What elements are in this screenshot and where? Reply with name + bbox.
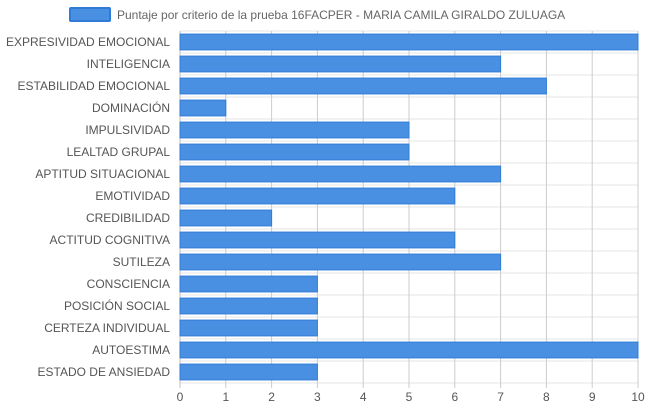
- bar[interactable]: [179, 121, 410, 139]
- bar[interactable]: [179, 341, 639, 359]
- category-label: INTELIGENCIA: [87, 57, 170, 71]
- bar[interactable]: [179, 33, 639, 51]
- bar[interactable]: [179, 77, 547, 95]
- x-tick-label: 9: [589, 390, 596, 404]
- grid-lines: [179, 30, 639, 388]
- bar[interactable]: [179, 231, 456, 249]
- x-tick-label: 8: [543, 390, 550, 404]
- category-label: IMPULSIVIDAD: [85, 123, 170, 137]
- x-tick-label: 7: [497, 390, 504, 404]
- x-tick-label: 3: [314, 390, 321, 404]
- bar[interactable]: [179, 297, 318, 315]
- x-tick-label: 1: [222, 390, 229, 404]
- legend[interactable]: Puntaje por criterio de la prueba 16FACP…: [69, 7, 565, 22]
- category-label: CONSCIENCIA: [87, 277, 170, 291]
- category-label: APTITUD SITUACIONAL: [35, 167, 170, 181]
- category-label: ESTABILIDAD EMOCIONAL: [18, 79, 171, 93]
- bar[interactable]: [179, 187, 456, 205]
- bars: [179, 33, 639, 381]
- category-labels: EXPRESIVIDAD EMOCIONAL INTELIGENCIA ESTABI…: [6, 35, 170, 379]
- legend-label: Puntaje por criterio de la prueba 16FACP…: [117, 8, 565, 22]
- category-label: AUTOESTIMA: [92, 343, 170, 357]
- x-tick-label: 4: [360, 390, 367, 404]
- category-label: CREDIBILIDAD: [86, 211, 170, 225]
- x-tick-label: 10: [631, 390, 645, 404]
- x-tick-label: 2: [268, 390, 275, 404]
- bar[interactable]: [179, 99, 227, 117]
- bar[interactable]: [179, 209, 273, 227]
- bar[interactable]: [179, 253, 502, 271]
- bar[interactable]: [179, 55, 502, 73]
- bar[interactable]: [179, 143, 410, 161]
- x-tick-label: 0: [177, 390, 184, 404]
- bar[interactable]: [179, 363, 318, 381]
- bar[interactable]: [179, 275, 318, 293]
- x-tick-label: 5: [406, 390, 413, 404]
- category-label: LEALTAD GRUPAL: [67, 145, 171, 159]
- category-label: POSICIÓN SOCIAL: [64, 298, 170, 313]
- bar[interactable]: [179, 165, 502, 183]
- category-label: ESTADO DE ANSIEDAD: [38, 365, 171, 379]
- legend-swatch: [69, 7, 111, 22]
- x-tick-label: 6: [451, 390, 458, 404]
- category-label: CERTEZA INDIVIDUAL: [44, 321, 170, 335]
- category-label: DOMINACIÓN: [92, 100, 170, 115]
- category-label: SUTILEZA: [113, 255, 170, 269]
- x-axis-tick-labels: 0 1 2 3 4 5 6 7 8 9 10: [177, 390, 645, 404]
- bar[interactable]: [179, 319, 318, 337]
- category-label: ACTITUD COGNITIVA: [50, 233, 170, 247]
- category-label: EXPRESIVIDAD EMOCIONAL: [6, 35, 170, 49]
- category-label: EMOTIVIDAD: [95, 189, 170, 203]
